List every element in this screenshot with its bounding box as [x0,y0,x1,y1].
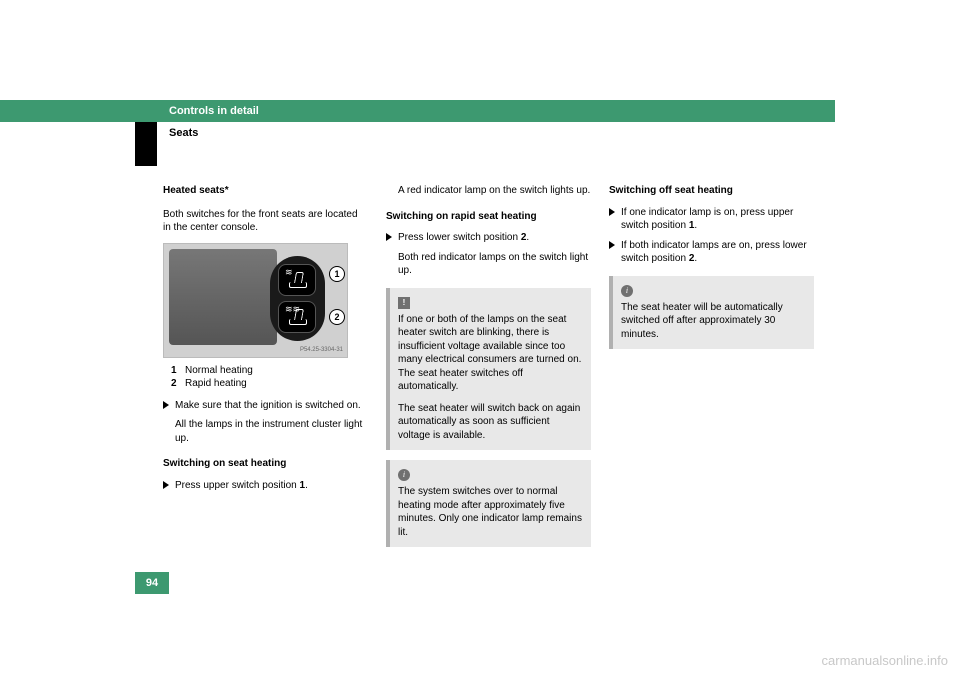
watermark: carmanualsonline.info [822,653,948,668]
step-body: Make sure that the ignition is switched … [175,399,368,446]
heading-switch-off: Switching off seat heating [609,184,814,198]
heading-rapid-heating: Switching on rapid seat heating [386,210,591,224]
legend-row: 2 Rapid heating [171,377,368,391]
seat-heat-icon: ≋ [285,270,309,290]
step-result: All the lamps in the instrument cluster … [175,418,368,445]
step-text: Press lower switch position [398,232,521,243]
page-number: 94 [135,572,169,594]
switch-position-2: ≋≋ [278,301,316,333]
column-2: A red indicator lamp on the switch light… [386,184,591,557]
instruction-step: If both indicator lamps are on, press lo… [609,239,814,266]
step-arrow-icon [386,233,392,241]
step-text: Press upper switch position [175,480,300,491]
seat-heater-switch: ≋ ≋≋ [270,256,325,341]
legend-text: Rapid heating [185,377,247,391]
chapter-marker [135,122,157,166]
info-note: i The seat heater will be automatically … [609,276,814,350]
legend-row: 1 Normal heating [171,364,368,378]
instruction-step: If one indicator lamp is on, press upper… [609,206,814,233]
figure-dashboard [169,249,277,345]
legend-text: Normal heating [185,364,253,378]
figure-legend: 1 Normal heating 2 Rapid heating [163,364,368,391]
instruction-step: Press upper switch position 1. [163,479,368,493]
step-result: Both red indicator lamps on the switch l… [398,251,591,278]
step-text: Make sure that the ignition is switched … [175,400,361,411]
step-text: . [694,253,697,264]
step-body: Press upper switch position 1. [175,479,368,493]
heat-waves-icon: ≋≋ [285,307,300,312]
heading-heated-seats: Heated seats* [163,184,368,198]
figure-code: P54.25-3304-31 [300,346,343,354]
header-labels: Controls in detail Seats [157,100,835,166]
step-text: . [305,480,308,491]
step-text: . [694,220,697,231]
step-body: Press lower switch position 2. Both red … [398,231,591,278]
chapter-title: Controls in detail [0,100,835,122]
intro-text: Both switches for the front seats are lo… [163,208,368,235]
note-text: The seat heater will be automatically sw… [621,301,806,342]
section-title: Seats [157,122,835,144]
switch-position-1: ≋ [278,264,316,296]
info-icon: i [398,469,410,481]
callout-2: 2 [329,309,345,325]
heading-switch-on: Switching on seat heating [163,457,368,471]
step-arrow-icon [163,481,169,489]
callout-1: 1 [329,266,345,282]
info-note: i The system switches over to normal hea… [386,460,591,547]
step-result: A red indicator lamp on the switch light… [386,184,591,198]
seat-heat-rapid-icon: ≋≋ [285,307,309,327]
warning-note: ! If one or both of the lamps on the sea… [386,288,591,451]
note-text: The system switches over to normal heati… [398,485,583,539]
step-body: If both indicator lamps are on, press lo… [621,239,814,266]
legend-num: 2 [171,377,181,391]
instruction-step: Make sure that the ignition is switched … [163,399,368,446]
instruction-step: Press lower switch position 2. Both red … [386,231,591,278]
column-1: Heated seats* Both switches for the fron… [163,184,368,557]
step-text: If both indicator lamps are on, press lo… [621,240,807,265]
info-icon: i [621,285,633,297]
step-arrow-icon [609,208,615,216]
step-arrow-icon [609,241,615,249]
step-text: If one indicator lamp is on, press upper… [621,207,793,232]
step-arrow-icon [163,401,169,409]
warning-icon: ! [398,297,410,309]
page-content: Controls in detail Seats Heated seats* B… [135,100,835,557]
header: Controls in detail Seats [135,100,835,166]
step-body: If one indicator lamp is on, press upper… [621,206,814,233]
legend-num: 1 [171,364,181,378]
note-text: If one or both of the lamps on the seat … [398,313,583,394]
column-3: Switching off seat heating If one indica… [609,184,814,557]
step-text: . [526,232,529,243]
note-text: The seat heater will switch back on agai… [398,402,583,443]
heat-waves-icon: ≋ [285,270,293,275]
figure-console: ≋ ≋≋ 1 2 P54.25-3304-31 [163,243,348,358]
body-columns: Heated seats* Both switches for the fron… [135,184,835,557]
